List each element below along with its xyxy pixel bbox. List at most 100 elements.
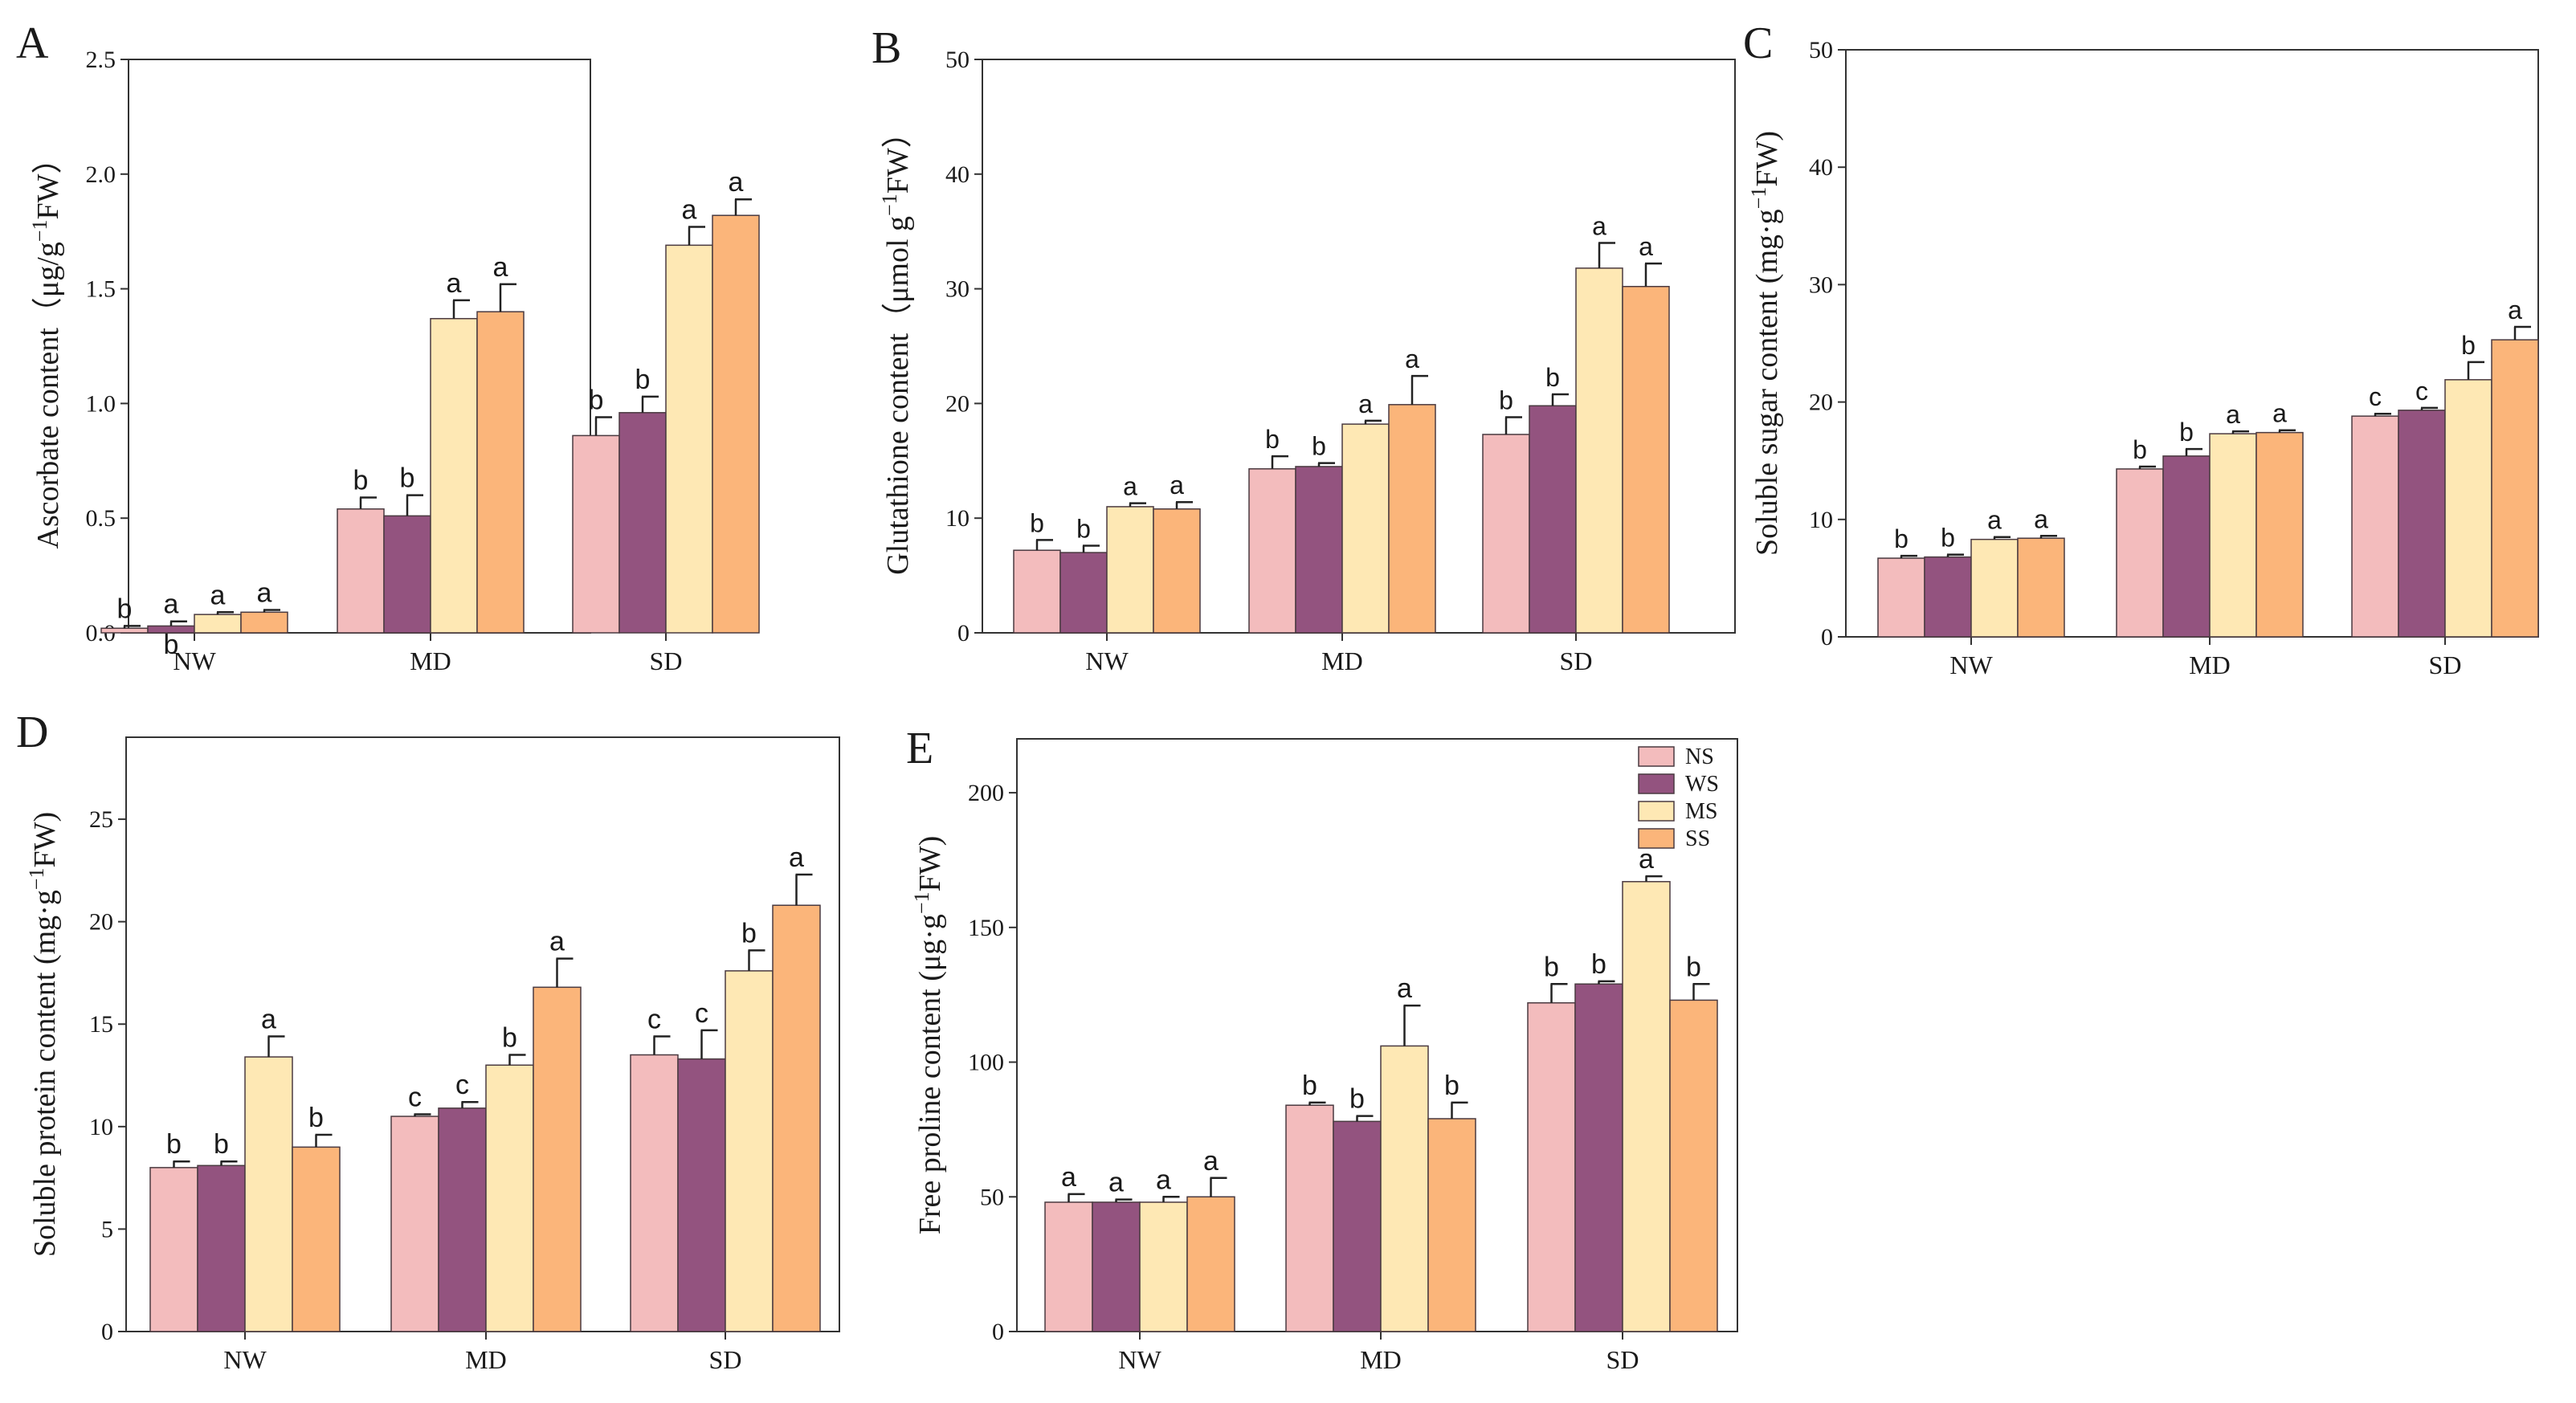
panel-letter-e: E bbox=[906, 724, 933, 773]
bar-ws-md bbox=[1295, 466, 1343, 634]
bar-ss-sd bbox=[772, 904, 821, 1332]
panel-d: D 0 5 10 15 20 25 Soluble protein content (mg·g… bbox=[16, 708, 840, 1374]
significance-letter: a bbox=[1987, 506, 2002, 535]
x-tick-label: MD bbox=[1360, 1345, 1402, 1374]
bar-ms-nw bbox=[194, 614, 242, 634]
bar-ss-sd bbox=[712, 214, 760, 634]
significance-letter: b bbox=[1312, 432, 1326, 461]
significance-letter: a bbox=[493, 252, 508, 283]
bar-ss-nw bbox=[1186, 1196, 1235, 1332]
y-tick-label: 200 bbox=[968, 780, 1004, 806]
y-tick-label: 25 bbox=[89, 806, 113, 833]
significance-letter: b bbox=[1591, 949, 1606, 980]
bar-ss-md bbox=[1388, 404, 1436, 634]
significance-letter: a bbox=[2272, 399, 2287, 428]
significance-letter: b bbox=[164, 630, 179, 660]
bar-ns-nw bbox=[149, 1167, 198, 1332]
significance-letter: b bbox=[1544, 952, 1559, 982]
legend-swatch-ms bbox=[1638, 801, 1675, 822]
y-tick-label: 30 bbox=[945, 276, 970, 303]
significance-letter: b bbox=[1349, 1084, 1365, 1115]
legend-swatch-ns bbox=[1638, 746, 1675, 767]
bar-ms-sd bbox=[1622, 881, 1671, 1332]
panel-letter-d: D bbox=[16, 708, 48, 757]
y-axis-label: Glutathione content（μmol g−1FW） bbox=[878, 117, 915, 574]
significance-letter: a bbox=[1108, 1168, 1124, 1198]
significance-letter: b bbox=[1545, 363, 1560, 392]
y-tick-label: 40 bbox=[945, 161, 970, 188]
x-tick-label: MD bbox=[465, 1345, 507, 1374]
bar-ns-md bbox=[337, 508, 385, 634]
y-axis-label: Ascorbate content（μg/g−1FW） bbox=[28, 143, 65, 549]
x-tick-label: MD bbox=[1321, 646, 1363, 675]
significance-letter: b bbox=[635, 365, 651, 395]
bar-ws-nw bbox=[1924, 556, 1972, 638]
bar-ms-nw bbox=[1970, 538, 2019, 638]
significance-letter: a bbox=[1061, 1162, 1076, 1193]
significance-letter: a bbox=[1592, 211, 1606, 240]
x-tick-label: SD bbox=[650, 646, 683, 675]
significance-letter: a bbox=[1156, 1164, 1171, 1195]
bar-ss-md bbox=[2256, 431, 2304, 638]
x-tick-label: NW bbox=[1949, 651, 1993, 679]
y-tick-label: 1.5 bbox=[86, 276, 116, 303]
bar-ws-nw bbox=[1092, 1201, 1141, 1332]
bar-ns-sd bbox=[2351, 415, 2399, 638]
legend-label-ns: NS bbox=[1685, 744, 1714, 769]
significance-letter: a bbox=[2508, 296, 2522, 324]
panel-e: E 0 50 100 150 200 Free proline content (μg·g−… bbox=[906, 724, 1738, 1374]
x-tick-label: MD bbox=[410, 646, 451, 675]
y-tick-label: 10 bbox=[1809, 507, 1833, 533]
y-tick-label: 0 bbox=[101, 1319, 113, 1345]
significance-letter: b bbox=[2461, 331, 2476, 360]
bar-ss-sd bbox=[2491, 339, 2539, 638]
bar-ss-md bbox=[1427, 1118, 1476, 1332]
bar-ws-sd bbox=[2398, 410, 2446, 638]
bar-ws-md bbox=[1333, 1120, 1382, 1332]
bar-ns-nw bbox=[1877, 557, 1925, 638]
y-tick-label: 2.5 bbox=[86, 47, 116, 73]
significance-letter: b bbox=[2179, 418, 2194, 447]
y-tick-label: 10 bbox=[945, 505, 970, 532]
y-tick-label: 2.0 bbox=[86, 161, 116, 188]
y-tick-label: 150 bbox=[968, 915, 1004, 941]
y-axis-label: Soluble sugar content (mg·g−1FW) bbox=[1747, 131, 1784, 556]
x-tick-label: NW bbox=[173, 646, 216, 675]
significance-letter: b bbox=[1030, 508, 1044, 537]
y-tick-label: 50 bbox=[945, 47, 970, 73]
panel-letter-c: C bbox=[1743, 18, 1773, 68]
significance-letter: a bbox=[164, 589, 179, 620]
significance-letter: b bbox=[589, 385, 604, 416]
bar-ws-sd bbox=[618, 412, 667, 634]
bar-ms-md bbox=[2209, 433, 2257, 638]
significance-letter: a bbox=[2034, 504, 2048, 533]
significance-letter: b bbox=[353, 465, 369, 496]
significance-letter: c bbox=[455, 1070, 469, 1100]
bar-ws-sd bbox=[1529, 405, 1577, 634]
legend-swatch-ss bbox=[1638, 828, 1675, 849]
panel-letter-b: B bbox=[872, 23, 901, 73]
legend-swatch-ws bbox=[1638, 773, 1675, 794]
bar-ms-nw bbox=[244, 1056, 293, 1332]
significance-letter: a bbox=[1639, 844, 1654, 875]
bar-ms-sd bbox=[725, 970, 774, 1332]
significance-letter: b bbox=[741, 918, 757, 948]
legend-label-ss: SS bbox=[1685, 826, 1710, 851]
significance-letter: a bbox=[1639, 232, 1653, 261]
bar-ss-md bbox=[476, 311, 525, 634]
bar-ws-md bbox=[438, 1107, 487, 1332]
y-tick-label: 15 bbox=[89, 1011, 113, 1038]
significance-letter: b bbox=[1894, 524, 1909, 553]
significance-letter: a bbox=[261, 1005, 276, 1035]
bar-ws-nw bbox=[197, 1164, 246, 1332]
significance-letter: b bbox=[2133, 435, 2147, 464]
bar-ss-nw bbox=[1153, 508, 1201, 634]
x-tick-label: NW bbox=[1118, 1345, 1161, 1374]
panel-c: C 0 10 20 30 40 50 Soluble sugar content (mg·g−… bbox=[1743, 18, 2539, 679]
bar-ss-nw bbox=[292, 1146, 341, 1332]
y-tick-label: 10 bbox=[89, 1114, 113, 1140]
y-tick-label: 30 bbox=[1809, 271, 1833, 298]
bar-ss-md bbox=[533, 986, 582, 1332]
bar-ms-md bbox=[1341, 423, 1390, 634]
